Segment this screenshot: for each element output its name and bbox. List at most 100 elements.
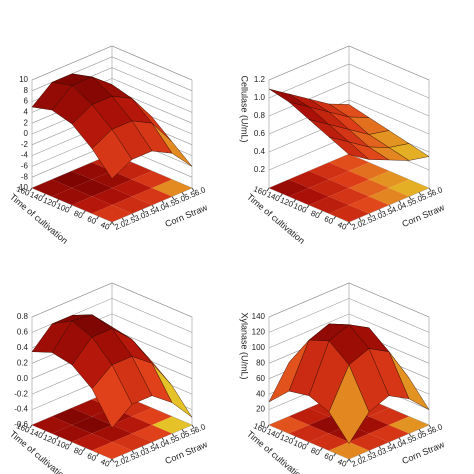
floor-contour [329, 205, 369, 222]
x-tick [191, 187, 195, 192]
y-tick-label: 40 [99, 220, 111, 232]
z-tick-label: 100 [252, 343, 266, 352]
y-tick [333, 453, 337, 457]
y-tick-label: 80 [73, 446, 85, 458]
y-tick [319, 210, 323, 214]
y-tick [346, 221, 350, 226]
z-tick-label: -2 [21, 140, 29, 149]
x-tick [151, 441, 155, 446]
x-tick-label: 4.0 [390, 202, 404, 215]
surface-patch [328, 364, 370, 444]
floor-contour [92, 442, 132, 459]
panel: 0204060801001201402.02.53.03.54.04.55.05… [240, 282, 446, 474]
x-tick-label: 4.0 [153, 202, 167, 215]
y-tick [319, 447, 323, 451]
y-tick [56, 199, 60, 203]
z-tick-label: 60 [256, 374, 265, 383]
x-tick-label: 5.0 [410, 430, 424, 443]
z-tick-label: -10 [16, 183, 28, 192]
x-tick [368, 450, 372, 454]
x-tick [131, 213, 135, 217]
y-tick [69, 441, 73, 446]
x-tick [171, 196, 175, 200]
y-tick-label: 60 [323, 451, 335, 463]
x-tick [141, 208, 145, 213]
x-tick [121, 217, 125, 222]
x-tick [358, 217, 362, 222]
y-tick [56, 436, 60, 440]
surface-patch [91, 129, 133, 180]
grid-line [268, 313, 430, 349]
x-tick-label: 4.5 [163, 435, 177, 448]
x-tick-label: 2.0 [350, 219, 364, 232]
grid-line [268, 298, 430, 333]
panel: -10 -8-6 -4 -2 0 24 6 8 10 2.02.53.03.54.04.55.05… [8, 45, 209, 246]
x-tick-label: 4.5 [163, 198, 177, 211]
z-tick-label: 40 [256, 389, 265, 398]
floor-contour [92, 205, 132, 222]
y-tick [96, 453, 100, 457]
x-tick-label: 6.0 [430, 422, 444, 435]
y-tick [333, 216, 337, 220]
z-tick-label: 20 [256, 405, 265, 414]
z-tick-label: 0.4 [17, 343, 29, 352]
z-tick-label: -6 [21, 162, 29, 171]
x-tick-label: 4.0 [390, 439, 404, 452]
z-tick-label: 0 [24, 129, 29, 138]
x-tick-label: 3.0 [370, 447, 384, 460]
y-tick-label: 60 [323, 214, 335, 226]
surface-patch [328, 136, 370, 160]
y-tick [279, 193, 283, 197]
x-tick [358, 454, 362, 459]
y-tick-label: 80 [73, 209, 85, 221]
x-tick [111, 221, 115, 226]
surface-patch [91, 364, 133, 429]
z-tick-label: 0.2 [254, 165, 266, 174]
x-tick-label: 6.0 [193, 422, 207, 435]
z-tick-label: 10 [19, 75, 28, 84]
x-tick-label: 3.5 [380, 206, 394, 219]
z-tick-label: 0.0 [17, 374, 29, 383]
x-tick-label: 5.5 [420, 189, 434, 202]
x-tick [398, 437, 402, 442]
z-tick-label: 120 [252, 328, 266, 337]
x-tick-label: 4.0 [153, 439, 167, 452]
x-tick-label: 2.0 [113, 219, 127, 232]
z-tick-label: 1.2 [254, 75, 266, 84]
x-tick [111, 458, 115, 463]
y-tick [69, 204, 73, 209]
y-tick [42, 193, 46, 197]
grid-line [268, 282, 430, 318]
z-tick-label: -0.2 [14, 389, 28, 398]
z-tick-label: 1.0 [254, 93, 266, 102]
x-tick [348, 221, 352, 226]
y-tick [266, 424, 270, 429]
x-tick [121, 454, 125, 459]
grid-line [268, 63, 430, 99]
y-tick [279, 430, 283, 434]
x-tick [388, 441, 392, 446]
z-tick-label: 0.8 [254, 111, 266, 120]
x-tick-label: 2.0 [113, 456, 127, 469]
y-tick-label: 60 [86, 451, 98, 463]
z-tick-label: 0.2 [17, 358, 29, 367]
x-tick-label: 2.5 [360, 215, 374, 228]
x-tick [348, 458, 352, 463]
x-tick [408, 196, 412, 200]
grid-line [268, 45, 430, 81]
x-tick-label: 5.0 [410, 193, 424, 206]
grid-line [31, 45, 193, 81]
y-tick [109, 221, 113, 226]
y-tick [306, 441, 310, 446]
x-tick [418, 191, 422, 196]
x-tick [388, 204, 392, 209]
panel: 0.2 0.4 0.6 0.8 1.0 1.2 2.02.53.03.54.04.55.05… [240, 45, 446, 246]
z-tick-label: 4 [24, 108, 29, 117]
x-tick-label: 6.0 [430, 185, 444, 198]
z-tick-label: -0.6 [14, 420, 28, 429]
z-tick-label: 0.6 [254, 129, 266, 138]
y-tick [293, 199, 297, 203]
x-tick [428, 424, 432, 429]
y-tick-label: 40 [336, 220, 348, 232]
x-tick-label: 5.5 [183, 426, 197, 439]
